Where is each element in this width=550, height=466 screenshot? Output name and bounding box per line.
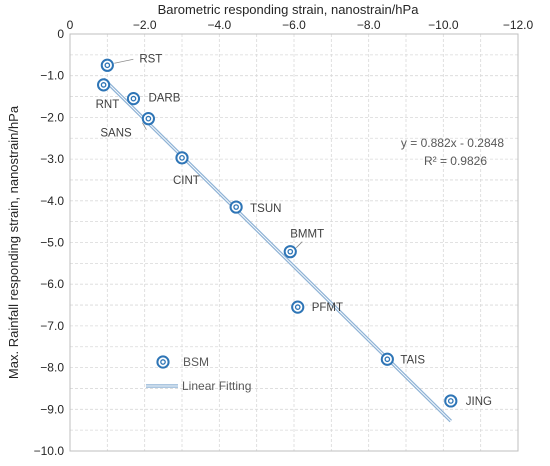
y-axis-ticks: 0 −1.0 −2.0 −3.0 −4.0 −5.0 −6.0 −7.0 −8.0 −9.0 −10…: [34, 27, 65, 458]
y-axis-title: Max. Rainfall responding strain, nanostr…: [6, 105, 21, 379]
data-point-sans: [141, 112, 155, 126]
fit-equation: y = 0.882x - 0.2848: [401, 136, 504, 150]
x-axis-ticks: 0 −2.0 −4.0 −6.0 −8.0 −10.0 −12.0: [67, 18, 534, 32]
x-tick-label: −6.0: [282, 18, 306, 32]
point-label: SANS: [100, 128, 132, 140]
data-point-rst: [100, 58, 114, 72]
leader-line: [114, 58, 134, 64]
data-point-darb: [126, 92, 141, 106]
point-label: RST: [139, 53, 162, 65]
point-label: CINT: [173, 175, 200, 187]
label-leader-lines: [114, 58, 303, 248]
x-tick-label: 0: [67, 18, 74, 32]
y-tick-label: 0: [57, 27, 64, 41]
x-tick-label: −12.0: [503, 18, 534, 32]
point-label: RNT: [96, 99, 120, 111]
data-point-rnt: [97, 78, 111, 92]
legend-label-fit: Linear Fitting: [182, 379, 251, 393]
y-tick-label: −10.0: [34, 444, 65, 458]
y-tick-label: −1.0: [40, 69, 64, 83]
point-label: TSUN: [250, 203, 281, 215]
y-tick-label: −5.0: [40, 236, 64, 250]
y-tick-label: −2.0: [40, 110, 64, 124]
legend-bullseye: [156, 355, 170, 369]
y-tick-label: −7.0: [40, 319, 64, 333]
fit-line-inner: [103, 78, 452, 422]
x-tick-label: −4.0: [207, 18, 231, 32]
x-tick-label: −2.0: [133, 18, 157, 32]
y-tick-label: −8.0: [40, 361, 64, 375]
point-label: TAIS: [400, 354, 425, 366]
x-axis-title: Barometric responding strain, nanostrain…: [158, 2, 420, 17]
data-point-tsun: [229, 200, 243, 214]
data-point-pfmt: [291, 300, 305, 314]
y-tick-label: −3.0: [40, 152, 64, 166]
y-tick-label: −4.0: [40, 194, 64, 208]
x-tick-label: −8.0: [357, 18, 381, 32]
point-label: PFMT: [312, 302, 343, 314]
y-tick-label: −9.0: [40, 402, 64, 416]
linear-fit-line: [102, 77, 452, 423]
fit-r-squared: R² = 0.9826: [424, 154, 487, 168]
data-point-bmmt: [283, 245, 297, 259]
y-tick-label: −6.0: [40, 277, 64, 291]
plot-area: [69, 33, 519, 452]
gridlines: [70, 34, 518, 451]
data-point-cint: [175, 151, 189, 165]
data-point-tais: [380, 352, 394, 366]
data-point-jing: [444, 394, 458, 408]
x-tick-label: −10.0: [428, 18, 459, 32]
point-label: BMMT: [290, 229, 324, 241]
point-labels: RST RNT DARB SANS CINT TSUN BMMT PFMT TAIS JING: [96, 53, 492, 408]
leader-line: [142, 122, 147, 130]
leader-line: [295, 241, 303, 248]
data-points: [97, 58, 458, 408]
legend-label-bsm: BSM: [183, 355, 209, 369]
point-label: JING: [466, 396, 492, 408]
legend: BSM Linear Fitting: [146, 355, 251, 393]
legend-marker-bsm: [156, 355, 170, 369]
point-label: DARB: [148, 93, 180, 105]
